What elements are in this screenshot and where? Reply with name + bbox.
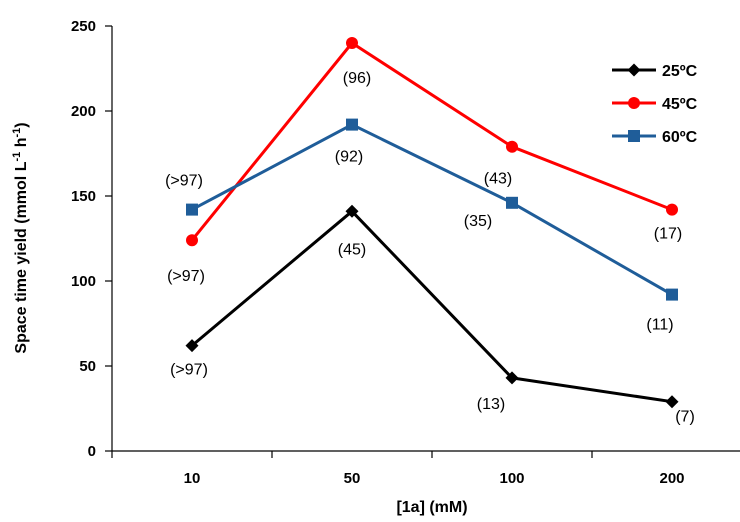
series-0 — [185, 204, 679, 409]
y-axis-title-end: ) — [13, 122, 30, 127]
data-point-marker — [506, 140, 518, 153]
legend-label: 60ºC — [662, 129, 698, 146]
data-point-marker — [186, 234, 198, 247]
data-point-marker — [186, 203, 198, 216]
data-point-marker — [185, 339, 199, 353]
data-labels: (>97) (45) (13) (7) (>97) (96) (43) (17) (>97) (9… — [165, 70, 695, 426]
x-axis-ticks: 10 50 100 200 — [111, 451, 685, 487]
data-label: (>97) — [167, 268, 205, 285]
y-axis-title-superscript-1: -1 — [11, 152, 23, 162]
y-tick-label: 200 — [71, 103, 96, 120]
series-1 — [186, 37, 678, 247]
y-axis-title-mid: h — [13, 138, 30, 152]
x-tick-label: 50 — [344, 470, 361, 487]
data-point-marker — [666, 288, 678, 301]
y-tick-label: 100 — [71, 273, 96, 290]
x-axis-title: [1a] (mM) — [396, 499, 467, 516]
y-axis-ticks: 0 50 100 150 200 250 — [71, 18, 112, 460]
data-label: (7) — [675, 409, 695, 426]
data-point-marker — [665, 395, 679, 409]
y-tick-label: 150 — [71, 188, 96, 205]
legend-marker — [627, 63, 641, 77]
legend-item: 60ºC — [612, 129, 698, 146]
data-point-marker — [505, 371, 519, 385]
series-layer — [185, 37, 679, 409]
y-tick-label: 50 — [79, 358, 96, 375]
data-label: (45) — [338, 241, 366, 258]
data-point-marker — [666, 203, 678, 216]
legend-label: 25ºC — [662, 63, 698, 80]
legend-marker — [628, 97, 640, 109]
data-point-marker — [345, 204, 359, 218]
data-label: (17) — [654, 226, 682, 243]
data-label: (>97) — [165, 173, 203, 190]
x-tick-label: 100 — [499, 470, 524, 487]
y-axis-title: Space time yield (mmol L-1 h-1) — [11, 122, 30, 353]
x-tick-label: 200 — [659, 470, 684, 487]
y-tick-label: 0 — [88, 443, 96, 460]
data-label: (92) — [335, 149, 363, 166]
data-label: (11) — [646, 317, 673, 334]
y-axis-title-superscript-2: -1 — [11, 128, 23, 138]
series-line — [190, 41, 673, 242]
data-label: (43) — [484, 171, 512, 188]
series-line — [191, 123, 673, 296]
y-axis-title-main: Space time yield (mmol L — [13, 161, 30, 353]
data-label: (13) — [477, 396, 505, 413]
x-tick-label: 10 — [184, 470, 201, 487]
data-label: (>97) — [170, 362, 208, 379]
series-2 — [186, 118, 678, 301]
data-point-marker — [346, 118, 358, 131]
legend-marker — [628, 130, 640, 142]
legend: 25ºC 45ºC 60ºC — [612, 63, 698, 146]
legend-label: 45ºC — [662, 96, 698, 113]
series-line — [191, 209, 673, 404]
data-point-marker — [506, 196, 518, 209]
legend-item: 25ºC — [612, 63, 698, 80]
data-label: (96) — [343, 70, 371, 87]
data-point-marker — [346, 37, 358, 49]
data-label: (35) — [464, 213, 492, 230]
legend-item: 45ºC — [612, 96, 698, 113]
y-tick-label: 250 — [71, 18, 96, 35]
